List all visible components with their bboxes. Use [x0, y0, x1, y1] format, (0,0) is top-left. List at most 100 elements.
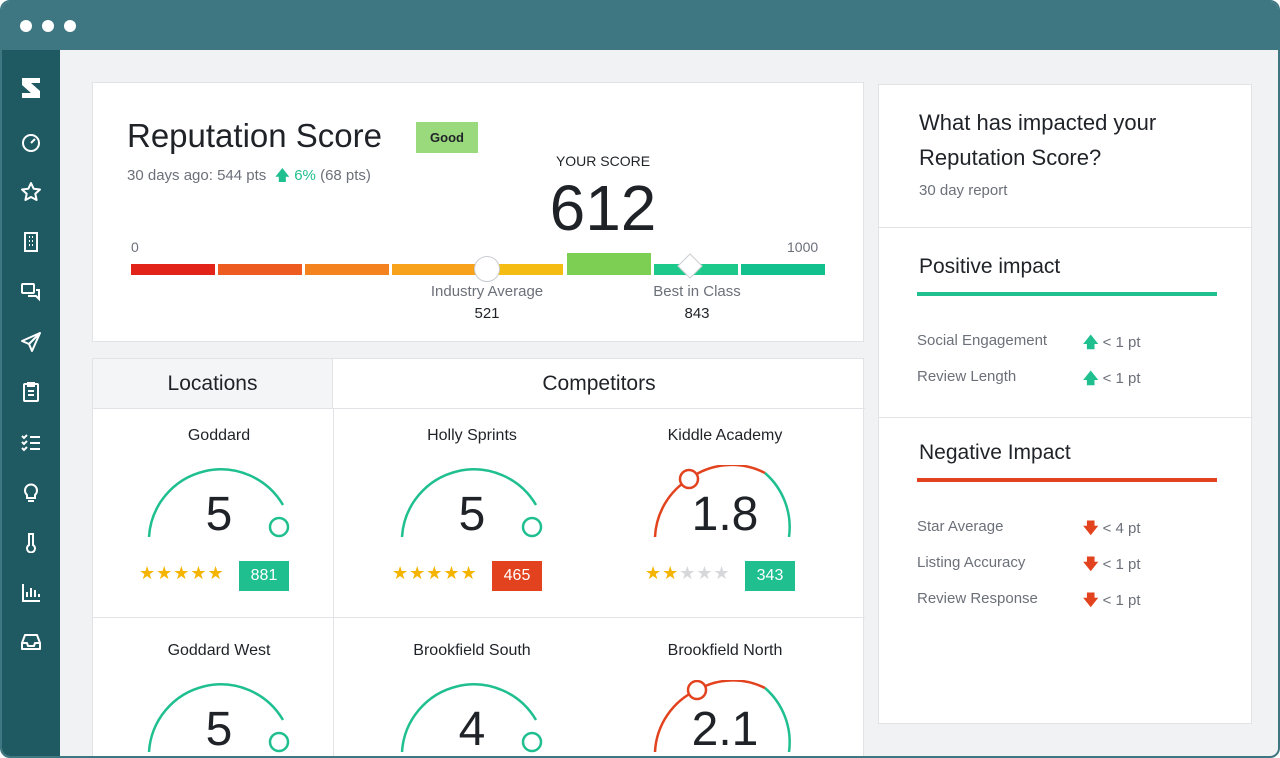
competitor-name: Brookfield South	[413, 642, 531, 659]
score-bar-segment	[305, 264, 389, 275]
impact-label: Review Length	[917, 368, 1017, 385]
score-bar-segment	[741, 264, 825, 275]
chat-icon[interactable]	[19, 280, 43, 304]
clipboard-icon[interactable]	[19, 380, 43, 404]
review-count-badge: 343	[745, 561, 795, 591]
review-count-badge: 465	[492, 561, 542, 591]
divider	[879, 227, 1253, 228]
best-in-class-value: 843	[684, 305, 710, 322]
location-name: Goddard	[187, 427, 251, 444]
score-bar-segment	[218, 264, 302, 275]
star-icon[interactable]	[19, 180, 43, 204]
star-rating: ★★★★★	[392, 563, 478, 583]
impact-heading-line: What has impacted your	[919, 110, 1157, 135]
scale-max-label: 1000	[787, 239, 819, 255]
competitor-name: Kiddle Academy	[667, 427, 783, 444]
positive-impact-title: Positive impact	[919, 255, 1061, 278]
impact-value: 🡇 < 1 pt	[1083, 590, 1141, 615]
checklist-icon[interactable]	[19, 430, 43, 454]
impact-heading: What has impacted your Reputation Score?	[919, 105, 1156, 175]
arrow-down-icon: 🡇	[1083, 520, 1099, 537]
industry-average-marker	[474, 256, 500, 282]
column-divider	[333, 409, 334, 756]
gauge-score: 1.8	[691, 488, 759, 541]
inbox-icon[interactable]	[19, 630, 43, 654]
locations-card: Locations Competitors Goddard 5 ★★★★★ 88…	[92, 358, 865, 756]
divider	[879, 417, 1253, 418]
arrow-up-icon: 🡅	[1083, 370, 1099, 387]
gauge-score: 2.1	[691, 703, 759, 756]
arrow-up-icon: 🡅	[270, 167, 291, 184]
impact-value: 🡇 < 4 pt	[1083, 518, 1141, 543]
best-in-class-label: Best in Class	[653, 283, 741, 300]
window-dot-3[interactable]	[64, 20, 76, 32]
competitor-name: Brookfield North	[667, 642, 783, 659]
arrow-down-icon: 🡇	[1083, 556, 1099, 573]
star-rating: ★★★★★	[645, 563, 731, 583]
reputation-score-card: Reputation Score Good 30 days ago: 544 p…	[92, 82, 864, 342]
impact-label: Review Response	[917, 590, 1038, 607]
rating-gauge	[653, 680, 791, 753]
building-icon[interactable]	[19, 230, 43, 254]
industry-average-value: 521	[474, 305, 500, 322]
rating-gauge	[400, 468, 543, 538]
send-icon[interactable]	[19, 330, 43, 354]
change-percent: 6%	[294, 167, 316, 184]
status-badge: Good	[416, 122, 478, 153]
window-dot-2[interactable]	[42, 20, 54, 32]
sidebar	[2, 50, 60, 756]
arrow-up-icon: 🡅	[1083, 334, 1099, 351]
page-title: Reputation Score	[127, 117, 382, 154]
tab-locations[interactable]: Locations	[93, 359, 333, 409]
rating-gauge	[147, 468, 290, 538]
logo-icon[interactable]	[19, 76, 43, 100]
change-points: (68 pts)	[320, 167, 371, 184]
negative-impact-underline	[917, 478, 1217, 482]
your-score-marker	[567, 253, 651, 275]
impact-value-text: < 1 pt	[1102, 556, 1141, 573]
arrow-down-icon: 🡇	[1083, 592, 1099, 609]
tab-competitors[interactable]: Competitors	[333, 359, 865, 409]
score-bar-segment	[392, 264, 476, 275]
star-rating: ★★★★★	[139, 563, 225, 583]
location-name: Goddard West	[167, 642, 271, 659]
ago-text: 30 days ago: 544 pts	[127, 167, 267, 184]
negative-impact-title: Negative Impact	[919, 441, 1071, 464]
bar-chart-icon[interactable]	[19, 580, 43, 604]
dashboard-icon[interactable]	[19, 130, 43, 154]
impact-heading-line: Reputation Score?	[919, 145, 1102, 170]
thermometer-icon[interactable]	[19, 530, 43, 554]
gauge-score: 5	[458, 488, 486, 541]
positive-impact-underline	[917, 292, 1217, 296]
your-score-label: YOUR SCORE	[555, 153, 651, 169]
score-bar-segment	[479, 264, 563, 275]
impact-label: Listing Accuracy	[917, 554, 1026, 571]
impact-value: 🡇 < 1 pt	[1083, 554, 1141, 579]
rating-gauge	[400, 683, 543, 753]
impact-value-text: < 1 pt	[1102, 370, 1141, 387]
lightbulb-icon[interactable]	[19, 480, 43, 504]
gauge-score: 5	[205, 488, 233, 541]
row-divider	[93, 617, 865, 618]
impact-value-text: < 1 pt	[1102, 592, 1141, 609]
impact-value: 🡅 < 1 pt	[1083, 332, 1141, 357]
impact-label: Social Engagement	[917, 332, 1048, 349]
rating-gauge	[147, 683, 290, 753]
impact-value-text: < 4 pt	[1102, 520, 1141, 537]
gauge-score: 5	[205, 703, 233, 756]
impact-value: 🡅 < 1 pt	[1083, 368, 1141, 393]
scale-min-label: 0	[131, 239, 139, 255]
gauge-score: 4	[458, 703, 486, 756]
review-count-badge: 881	[239, 561, 289, 591]
your-score-value: 612	[549, 172, 657, 244]
impact-label: Star Average	[917, 518, 1004, 535]
rating-gauge	[653, 465, 791, 538]
window-dot-1[interactable]	[20, 20, 32, 32]
competitor-name: Holly Sprints	[427, 427, 517, 444]
score-bar-segment	[131, 264, 215, 275]
industry-average-label: Industry Average	[430, 283, 544, 300]
impact-card: What has impacted your Reputation Score?…	[878, 84, 1253, 724]
window-titlebar	[2, 2, 1278, 50]
score-change-line: 30 days ago: 544 pts 🡅 6% (68 pts)	[127, 165, 371, 190]
